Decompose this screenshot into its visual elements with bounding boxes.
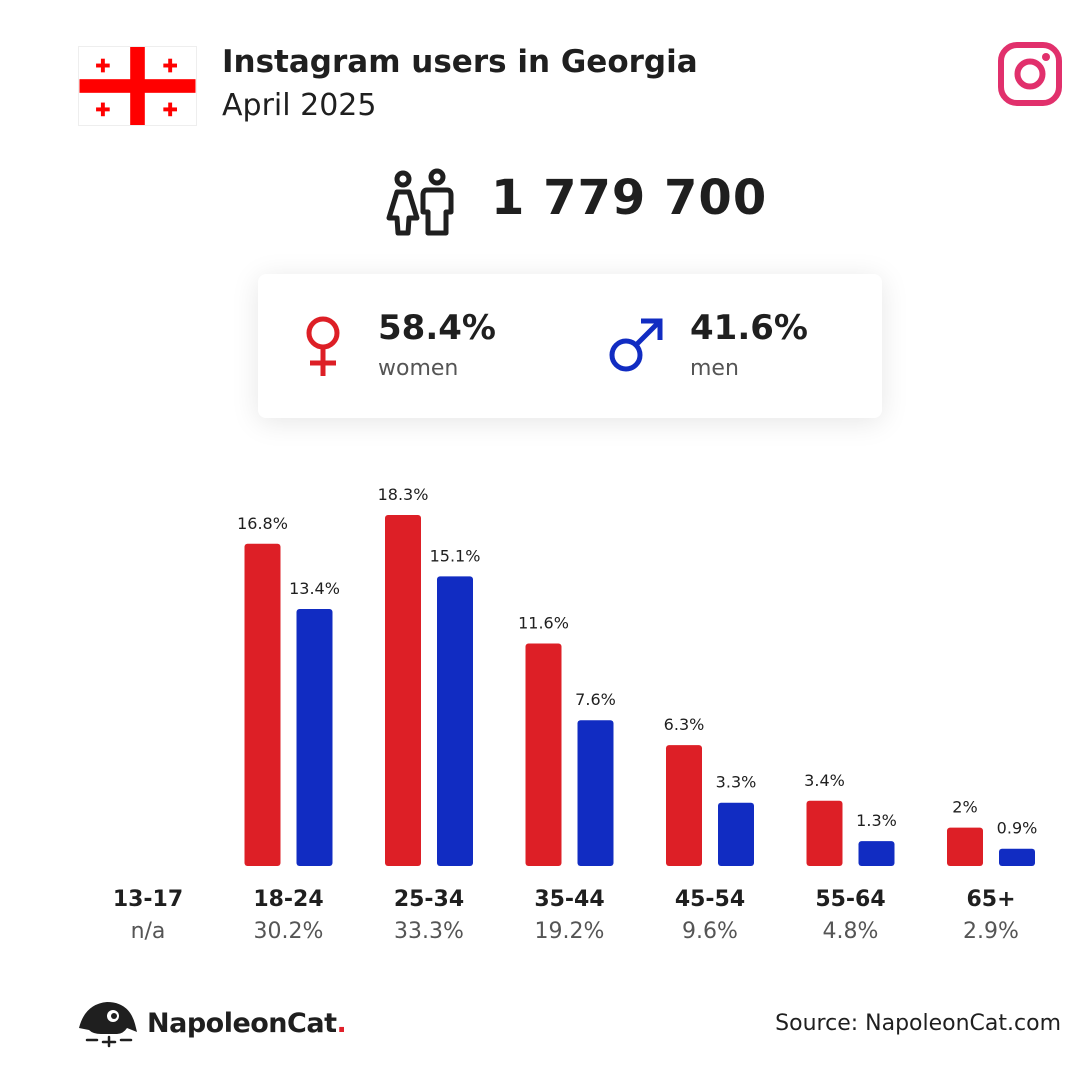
category-label: 45-54 — [675, 887, 745, 912]
category-total: 33.3% — [394, 919, 464, 944]
data-label-men-65+: 0.9% — [997, 819, 1038, 838]
data-label-women-35-44: 11.6% — [518, 614, 569, 633]
category-total: n/a — [131, 919, 166, 944]
bar-men-55-64 — [858, 841, 895, 866]
female-symbol-icon — [306, 316, 340, 376]
category-label: 55-64 — [815, 887, 885, 912]
bar-men-45-54 — [718, 802, 754, 866]
data-label-men-18-24: 13.4% — [289, 579, 340, 598]
data-label-men-55-64: 1.3% — [856, 811, 897, 830]
bar-women-55-64 — [806, 800, 843, 866]
bar-women-45-54 — [666, 745, 702, 866]
category-total: 30.2% — [254, 919, 324, 944]
bar-women-65+ — [947, 827, 983, 866]
women-label: women — [378, 356, 459, 381]
data-label-women-45-54: 6.3% — [664, 715, 705, 734]
source-text: Source: NapoleonCat.com — [775, 1011, 1061, 1036]
bar-men-65+ — [999, 848, 1035, 866]
data-label-women-55-64: 3.4% — [804, 771, 845, 790]
instagram-icon — [998, 42, 1062, 106]
gender-card — [258, 274, 882, 418]
total-users: 1 779 700 — [491, 170, 768, 226]
men-percentage: 41.6% — [690, 308, 808, 348]
category-label: 13-17 — [113, 887, 183, 912]
men-label: men — [690, 356, 739, 381]
page-subtitle: April 2025 — [222, 88, 377, 123]
brand-name: NapoleonCat. — [147, 1008, 347, 1039]
napoleoncat-logo-icon — [79, 1002, 137, 1048]
women-percentage: 58.4% — [378, 308, 496, 348]
category-total: 9.6% — [682, 919, 738, 944]
page-title: Instagram users in Georgia — [222, 44, 698, 80]
bar-women-18-24 — [244, 543, 281, 866]
category-label: 65+ — [966, 887, 1015, 912]
data-label-women-25-34: 18.3% — [378, 485, 429, 504]
data-label-men-45-54: 3.3% — [716, 773, 757, 792]
bar-women-25-34 — [385, 515, 421, 866]
data-label-women-18-24: 16.8% — [237, 514, 288, 533]
category-total: 4.8% — [823, 919, 879, 944]
bar-women-35-44 — [525, 643, 562, 866]
users-icon — [386, 168, 454, 236]
data-label-men-35-44: 7.6% — [575, 690, 616, 709]
category-label: 25-34 — [394, 887, 464, 912]
age-gender-bar-chart: 13-17 n/a 16.8% 13.4% 18-24 30.2% 18.3% 15.1% 25… — [113, 485, 1038, 944]
data-label-men-25-34: 15.1% — [430, 546, 481, 565]
male-symbol-icon — [609, 318, 663, 372]
category-label: 35-44 — [534, 887, 604, 912]
bar-men-35-44 — [577, 720, 614, 866]
data-label-women-65+: 2% — [952, 798, 977, 817]
category-total: 2.9% — [963, 919, 1019, 944]
bar-men-25-34 — [437, 576, 473, 866]
category-label: 18-24 — [253, 887, 323, 912]
category-total: 19.2% — [535, 919, 605, 944]
georgia-flag-icon — [78, 46, 197, 126]
bar-men-18-24 — [296, 608, 333, 866]
